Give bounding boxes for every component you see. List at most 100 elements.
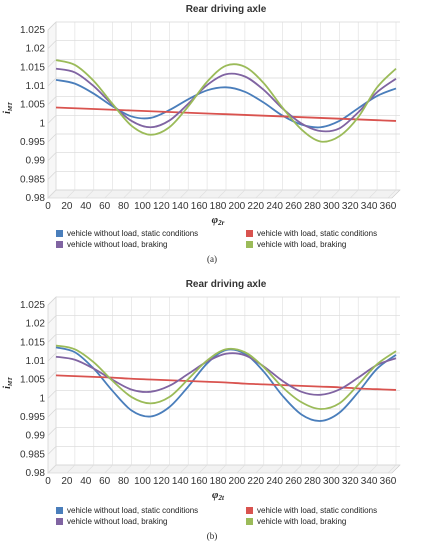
x-tick-label: 200 (229, 201, 246, 212)
x-gridline-depth (123, 189, 132, 199)
legend-label: vehicle with load, static conditions (257, 506, 378, 515)
x-gridline-depth (255, 189, 264, 199)
x-gridline-depth (312, 464, 321, 474)
legend-item: vehicle with load, static conditions (246, 228, 377, 239)
y-gridline-depth (47, 352, 57, 362)
y-gridline-depth (47, 152, 57, 161)
chart-title: Rear driving axle (186, 279, 267, 290)
x-gridline-depth (217, 464, 227, 474)
y-gridline-depth (47, 371, 57, 380)
x-gridline-depth (293, 464, 302, 474)
legend-label: vehicle without load, braking (67, 517, 168, 526)
y-tick-label: 0.985 (20, 174, 45, 185)
legend-item: vehicle with load, braking (246, 239, 346, 250)
y-gridline-depth (47, 390, 57, 399)
x-tick-label: 340 (361, 476, 378, 487)
x-gridline-depth (198, 189, 208, 199)
series-line-1 (55, 78, 397, 129)
caption-b: (b) (206, 531, 218, 541)
legend-label: vehicle with load, static conditions (257, 229, 378, 238)
x-gridline-depth (274, 464, 283, 474)
chart-svg-a: 0.98 0.985 0.99 0.995 1 1.005 1.01 1.015 1.02 1.0… (2, 4, 401, 227)
legend-swatch (56, 507, 63, 514)
legend-label: vehicle without load, static conditions (67, 229, 199, 238)
x-axis-label: φ2r (212, 214, 225, 227)
series-line-2 (55, 106, 397, 122)
chart-panel-b: 0.98 0.985 0.99 0.995 1 1.005 1.01 1.015 1.02 1.0… (0, 275, 424, 550)
x-tick-label: 300 (323, 201, 340, 212)
y-gridline-depth (47, 408, 57, 418)
y-gridline-depth (47, 40, 57, 49)
y-tick-label: 1.025 (20, 300, 45, 311)
x-gridline-depth (161, 464, 170, 474)
x-gridline-depth (66, 189, 76, 199)
y-tick-label: 1.025 (20, 25, 45, 36)
x-tick-label: 100 (134, 201, 151, 212)
y-tick-label: 0.99 (26, 156, 46, 167)
y-tick-label: 1.015 (20, 337, 45, 348)
x-gridline-depth (293, 189, 302, 199)
y-tick-label: 1.005 (20, 100, 45, 111)
legend-swatch (246, 241, 253, 248)
y-tick-label: 1.005 (20, 375, 45, 386)
y-gridline-depth (47, 133, 57, 143)
chart-floor (47, 189, 401, 199)
y-gridline-depth (47, 115, 57, 124)
x-tick-label: 240 (266, 201, 283, 212)
x-tick-label: 120 (153, 201, 170, 212)
x-tick-label: 180 (210, 201, 227, 212)
x-gridline-depth (217, 189, 227, 199)
legend-item: vehicle with load, braking (246, 516, 346, 527)
x-tick-label: 360 (380, 476, 397, 487)
legend-swatch (56, 230, 63, 237)
x-gridline-depth (66, 464, 76, 474)
x-gridline-depth (255, 464, 264, 474)
x-tick-label: 0 (45, 476, 51, 487)
x-gridline-depth (47, 189, 57, 199)
legend-swatch (56, 241, 63, 248)
y-tick-label: 0.995 (20, 412, 45, 423)
x-tick-label: 340 (361, 201, 378, 212)
x-tick-label: 240 (266, 476, 283, 487)
y-gridline-depth (47, 427, 57, 436)
x-tick-label: 80 (118, 201, 130, 212)
series-line-4 (55, 59, 397, 143)
legend-label: vehicle with load, braking (257, 240, 347, 249)
x-gridline-depth (387, 464, 397, 474)
x-tick-label: 20 (61, 476, 73, 487)
x-tick-label: 300 (323, 476, 340, 487)
x-gridline-depth (180, 189, 189, 199)
chart-side-wall (47, 21, 57, 199)
y-tick-label: 0.985 (20, 449, 45, 460)
x-gridline-depth (85, 189, 94, 199)
y-tick-label: 0.98 (26, 193, 46, 204)
y-gridline-depth (47, 296, 57, 306)
x-gridline-depth (47, 464, 57, 474)
legend-item: vehicle without load, braking (56, 239, 168, 250)
x-tick-label: 360 (380, 201, 397, 212)
x-tick-label: 320 (342, 201, 359, 212)
x-tick-label: 280 (304, 201, 321, 212)
x-gridline-depth (387, 189, 397, 199)
x-gridline-depth (331, 189, 340, 199)
chart-panel-a: 0.98 0.985 0.99 0.995 1 1.005 1.01 1.015 1.02 1.0… (2, 4, 401, 264)
x-gridline-depth (85, 464, 94, 474)
y-gridline-depth (47, 315, 57, 324)
y-tick-label: 1.015 (20, 62, 45, 73)
x-gridline-depth (142, 464, 151, 474)
x-tick-label: 140 (172, 476, 189, 487)
x-tick-label: 200 (229, 476, 246, 487)
y-axis-label: iMT (2, 102, 14, 114)
x-tick-label: 160 (191, 201, 208, 212)
series-line-2 (55, 374, 397, 391)
legend-swatch (246, 518, 253, 525)
y-tick-label: 1 (39, 118, 45, 129)
y-gridline-depth (47, 334, 57, 343)
x-gridline-depth (142, 189, 151, 199)
y-gridline-depth (47, 446, 57, 455)
x-gridline-depth (274, 189, 283, 199)
x-gridline-depth (350, 189, 359, 199)
chart-side-wall (47, 296, 57, 474)
x-tick-label: 220 (247, 201, 264, 212)
y-gridline-depth (47, 21, 57, 31)
